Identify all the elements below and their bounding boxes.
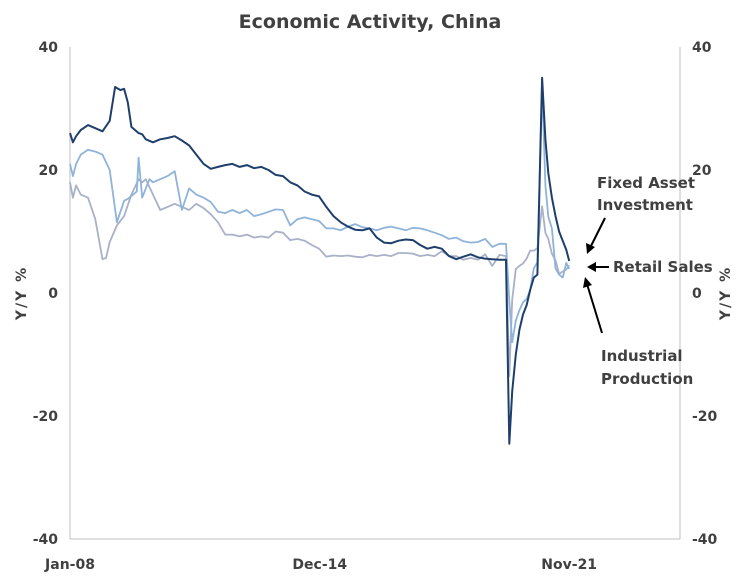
arrow-fixed-asset-head	[586, 243, 595, 254]
series-line-ip	[69, 178, 570, 377]
right-tick-labels: 40 20 0 -20 -40	[692, 40, 718, 548]
right-y-axis-label: Y/Y %	[718, 266, 734, 321]
left-y-axis-label: Y/Y %	[14, 266, 30, 321]
annotation-retail-sales: Retail Sales	[613, 258, 713, 276]
annotation-fixed-asset-line2: Investment	[597, 196, 693, 214]
series-line-fai	[69, 76, 571, 445]
right-tick-label: 20	[692, 163, 712, 179]
series-line-retail	[69, 83, 571, 344]
left-tick-label: 20	[39, 163, 59, 179]
right-tick-label: 0	[692, 286, 702, 302]
left-tick-labels: 40 20 0 -20 -40	[33, 40, 59, 548]
arrow-retail-sales-head	[587, 262, 596, 272]
annotation-fixed-asset-line1: Fixed Asset	[597, 174, 695, 192]
right-tick-label: -20	[692, 409, 718, 425]
annotation-industrial-line1: Industrial	[601, 347, 683, 365]
right-tick-label: -40	[692, 532, 718, 548]
series-lines	[69, 76, 571, 445]
arrow-industrial	[586, 283, 603, 334]
annotation-industrial-line2: Production	[601, 370, 693, 388]
chart-title: Economic Activity, China	[239, 11, 502, 33]
x-tick-label: Nov-21	[541, 557, 597, 573]
arrow-fixed-asset	[589, 217, 606, 249]
left-tick-label: -20	[33, 409, 59, 425]
x-tick-labels: Jan-08 Dec-14 Nov-21	[44, 557, 597, 573]
annotation-arrows	[583, 217, 609, 334]
left-tick-label: 0	[48, 286, 58, 302]
x-tick-label: Jan-08	[44, 557, 95, 573]
arrow-industrial-head	[583, 277, 592, 288]
x-tick-label: Dec-14	[292, 557, 347, 573]
right-tick-label: 40	[692, 40, 712, 56]
left-tick-label: 40	[39, 40, 59, 56]
left-tick-label: -40	[33, 532, 59, 548]
